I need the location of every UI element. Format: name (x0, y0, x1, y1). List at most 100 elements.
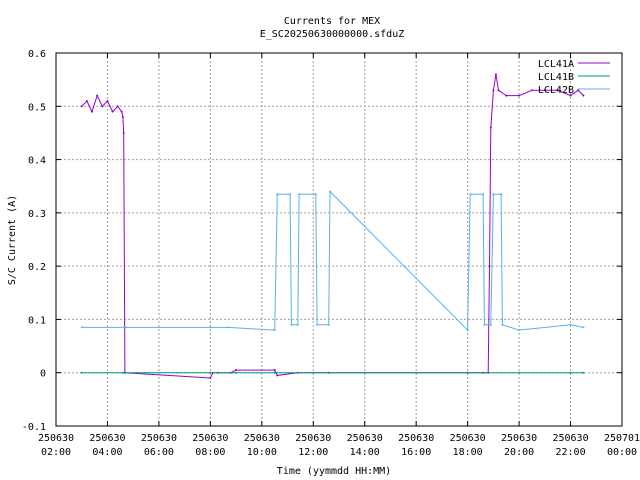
data-point-lcl41b (80, 371, 83, 374)
data-point-lcl41a (492, 89, 495, 92)
y-tick-label: 0.1 (28, 315, 46, 326)
legend-label: LCL41B (538, 72, 574, 83)
data-point-lcl41b (273, 371, 276, 374)
x-tick-date: 250630 (501, 433, 537, 444)
series-line-lcl42b (81, 190, 584, 332)
grid-lines (55, 52, 623, 427)
data-point-lcl41a (101, 105, 104, 108)
data-point-lcl42b (501, 323, 504, 326)
legend: LCL41A LCL41B LCL42B (538, 59, 610, 96)
data-point-lcl41a (120, 110, 123, 113)
data-point-lcl42b (227, 326, 230, 329)
x-tick-time: 06:00 (144, 447, 174, 458)
x-tick-date: 250630 (244, 433, 280, 444)
data-point-lcl42b (80, 326, 83, 329)
data-point-lcl41a (543, 89, 546, 92)
data-point-lcl41a (273, 369, 276, 372)
data-point-lcl41b (209, 371, 212, 374)
axis-ticks (55, 52, 623, 427)
series-lines (80, 73, 585, 380)
data-point-lcl41a (556, 89, 559, 92)
x-tick-time: 12:00 (298, 447, 328, 458)
data-point-lcl41a (111, 110, 114, 113)
data-point-lcl41a (518, 94, 521, 97)
y-tick-labels: -0.1 0 0.1 0.2 0.3 0.4 0.5 0.6 (22, 49, 46, 433)
data-point-lcl42b (289, 193, 292, 196)
data-point-lcl41a (577, 89, 580, 92)
data-point-lcl42b (124, 326, 127, 329)
x-tick-time: 08:00 (195, 447, 225, 458)
x-tick-date: 250630 (398, 433, 434, 444)
data-point-lcl42b (327, 323, 330, 326)
data-point-lcl41a (582, 94, 585, 97)
data-point-lcl41b (518, 371, 521, 374)
data-point-lcl42b (500, 193, 503, 196)
data-point-lcl42b (328, 190, 331, 193)
x-tick-labels: 250630 02:00 250630 04:00 250630 06:00 250630 0… (38, 433, 640, 458)
data-point-lcl42b (314, 193, 317, 196)
x-tick-time: 16:00 (401, 447, 431, 458)
y-tick-label: -0.1 (22, 422, 46, 433)
data-point-lcl42b (483, 323, 486, 326)
y-tick-label: 0.4 (28, 156, 46, 167)
data-point-lcl41a (106, 99, 109, 102)
data-point-lcl42b (469, 193, 472, 196)
data-point-lcl42b (489, 323, 492, 326)
data-point-lcl41b (124, 371, 127, 374)
chart-subtitle: E_SC20250630000000.sfduZ (260, 29, 405, 40)
x-tick-time: 22:00 (555, 447, 585, 458)
x-axis-label: Time (yymmdd HH:MM) (277, 466, 391, 477)
x-tick-date: 250630 (347, 433, 383, 444)
data-point-lcl41a (497, 89, 500, 92)
data-point-lcl42b (518, 329, 521, 332)
data-point-lcl41b (466, 371, 469, 374)
data-point-lcl42b (290, 323, 293, 326)
x-tick-time: 02:00 (41, 447, 71, 458)
data-point-lcl41b (121, 371, 124, 374)
data-point-lcl42b (316, 323, 319, 326)
data-point-lcl41a (85, 99, 88, 102)
data-point-lcl41a (209, 377, 212, 380)
data-point-lcl42b (296, 323, 299, 326)
data-point-lcl41b (327, 371, 330, 374)
data-point-lcl42b (273, 329, 276, 332)
data-point-lcl42b (466, 329, 469, 332)
x-tick-time: 14:00 (350, 447, 380, 458)
y-tick-label: 0.2 (28, 262, 46, 273)
data-point-lcl41a (530, 89, 533, 92)
x-tick-date: 250630 (141, 433, 177, 444)
data-point-lcl41b (582, 371, 585, 374)
data-point-lcl41a (489, 126, 492, 129)
x-tick-date: 250630 (192, 433, 228, 444)
data-point-lcl41a (494, 73, 497, 76)
x-tick-date: 250630 (552, 433, 588, 444)
data-point-lcl42b (482, 193, 485, 196)
x-tick-time: 18:00 (453, 447, 483, 458)
data-point-lcl41a (96, 94, 99, 97)
data-point-lcl41a (235, 369, 238, 372)
data-point-lcl41b (235, 371, 238, 374)
data-point-lcl41b (569, 371, 572, 374)
x-tick-date: 250630 (38, 433, 74, 444)
data-point-lcl41a (80, 105, 83, 108)
data-point-lcl42b (582, 326, 585, 329)
data-point-lcl41a (505, 94, 508, 97)
data-point-lcl42b (298, 193, 301, 196)
data-point-lcl41a (488, 265, 491, 268)
y-axis-label: S/C Current (A) (7, 195, 18, 285)
y-tick-label: 0 (40, 369, 46, 380)
x-tick-date: 250630 (295, 433, 331, 444)
x-tick-date: 250630 (450, 433, 486, 444)
data-point-lcl41a (121, 115, 124, 118)
x-tick-date: 250701 (604, 433, 640, 444)
data-point-lcl42b (276, 193, 279, 196)
data-point-lcl42b (209, 326, 212, 329)
legend-label: LCL41A (538, 59, 574, 70)
plot-frame (55, 52, 623, 427)
series-line-lcl41a (81, 74, 584, 379)
x-tick-time: 20:00 (504, 447, 534, 458)
x-tick-time: 04:00 (92, 447, 122, 458)
data-point-lcl41a (116, 105, 119, 108)
data-point-lcl42b (569, 323, 572, 326)
